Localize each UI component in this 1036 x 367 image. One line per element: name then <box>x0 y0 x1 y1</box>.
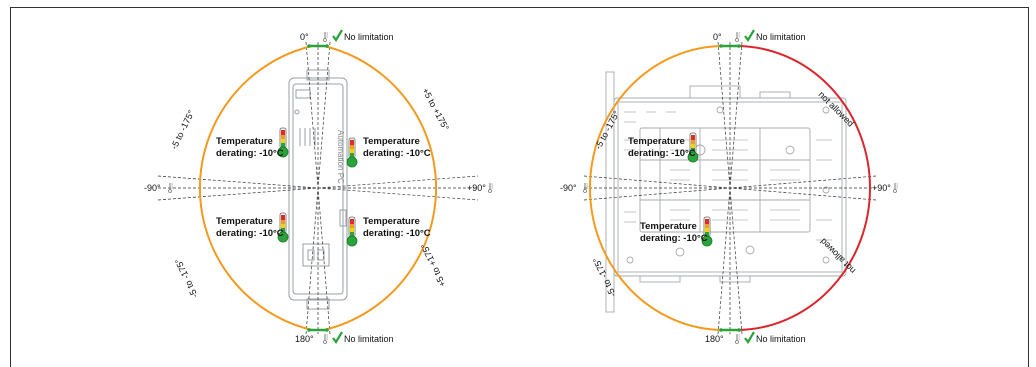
left-bottom-check-icon <box>332 331 343 344</box>
right-diagram: 0° No limitation 180° No limitation -90°… <box>560 29 899 344</box>
left-derating-top-right: Temperature derating: -10°C <box>346 136 431 168</box>
left-bottom-thermometer-icon <box>323 333 329 344</box>
left-arc-bottom-left-label: -5 to -175° <box>173 257 200 300</box>
right-bottom-angle: 180° <box>705 334 724 344</box>
right-arc-bottom-right-label: not allowed <box>818 236 857 275</box>
left-bottom-no-limit: No limitation <box>344 334 394 344</box>
left-top-check-icon <box>332 29 343 42</box>
left-derating-top-left: Temperature derating: -10°C <box>216 127 289 159</box>
thermometer-icon <box>346 216 358 247</box>
svg-text:Temperature: Temperature <box>640 221 697 232</box>
right-bottom-no-limit: No limitation <box>756 334 806 344</box>
right-arc-top-left-label: -5 to -175° <box>593 109 622 151</box>
right-derating-bottom: Temperature derating: -10°C <box>640 216 713 247</box>
svg-text:Temperature: Temperature <box>216 216 273 227</box>
left-arc-top-left-label: -5 to -175° <box>169 108 197 151</box>
right-bottom-thermometer-icon <box>735 333 741 344</box>
thermometer-icon <box>346 137 358 168</box>
right-bottom-check-icon <box>744 331 755 344</box>
svg-text:derating: -10°C: derating: -10°C <box>628 148 696 159</box>
svg-text:derating: -10°C: derating: -10°C <box>216 148 284 159</box>
svg-text:derating: -10°C: derating: -10°C <box>363 228 431 239</box>
svg-text:derating: -10°C: derating: -10°C <box>216 228 284 239</box>
svg-text:derating: -10°C: derating: -10°C <box>640 233 708 244</box>
right-device <box>605 71 847 313</box>
svg-text:Temperature: Temperature <box>628 136 685 147</box>
left-right-angle: +90° <box>467 183 486 193</box>
svg-text:derating: -10°C: derating: -10°C <box>363 148 431 159</box>
right-reference-lines <box>583 41 877 335</box>
svg-text:Temperature: Temperature <box>363 136 420 147</box>
right-right-thermometer-icon <box>893 182 899 193</box>
svg-text:Temperature: Temperature <box>363 216 420 227</box>
left-top-thermometer-icon <box>323 31 329 42</box>
left-diagram: Automation PC 0° No limitation 180° No l <box>144 29 494 344</box>
left-derating-bottom-right: Temperature derating: -10°C <box>346 216 431 247</box>
right-top-angle: 0° <box>713 32 722 42</box>
right-top-thermometer-icon <box>735 31 741 42</box>
right-arcs <box>589 44 871 332</box>
left-reference-lines <box>157 41 479 335</box>
left-arcs <box>199 44 437 332</box>
svg-text:Temperature: Temperature <box>216 136 273 147</box>
left-derating-bottom-left: Temperature derating: -10°C <box>216 212 289 243</box>
right-derating-top: Temperature derating: -10°C <box>628 132 699 163</box>
left-bottom-angle: 180° <box>295 334 314 344</box>
left-top-angle: 0° <box>300 32 309 42</box>
left-device-brand: Automation PC <box>336 130 345 184</box>
left-right-thermometer-icon <box>488 182 494 193</box>
right-top-check-icon <box>744 29 755 42</box>
left-top-no-limit: No limitation <box>344 32 394 42</box>
left-arc-bottom-right-label: +5 to +175° <box>419 242 448 289</box>
figure-frame <box>10 7 1029 367</box>
right-right-angle: +90° <box>872 183 891 193</box>
left-left-angle: -90° <box>144 183 161 193</box>
left-arc-top-right-label: +5 to +175° <box>420 86 451 132</box>
right-top-no-limit: No limitation <box>756 32 806 42</box>
right-left-angle: -90° <box>560 183 577 193</box>
